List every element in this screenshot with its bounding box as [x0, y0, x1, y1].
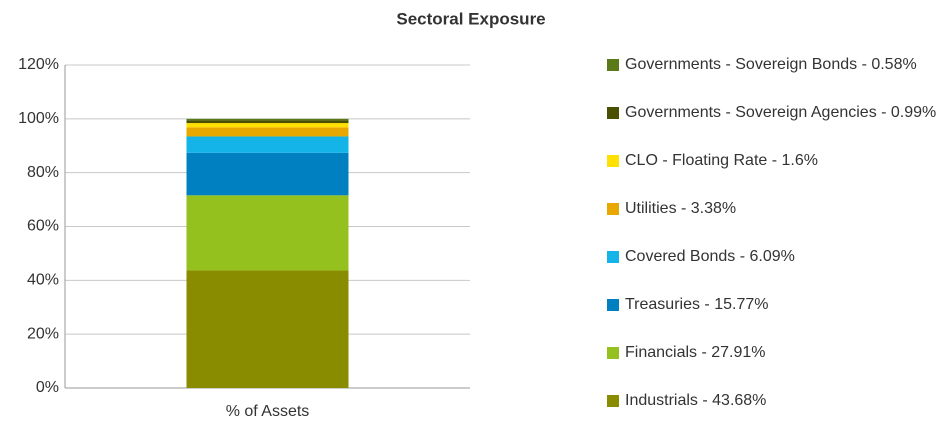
- legend-label: Financials - 27.91%: [625, 344, 766, 361]
- bar-segment: [186, 127, 349, 137]
- legend-item: Utilities - 3.38%: [607, 200, 937, 218]
- bar-segment: [186, 152, 349, 196]
- bar-segment: [186, 123, 349, 128]
- legend-item: CLO - Floating Rate - 1.6%: [607, 152, 937, 170]
- legend-swatch: [607, 59, 619, 71]
- bar-segment: [186, 270, 349, 388]
- legend-label: Utilities - 3.38%: [625, 200, 737, 217]
- legend-swatch: [607, 347, 619, 359]
- legend-item: Financials - 27.91%: [607, 344, 937, 362]
- bar-segment: [186, 136, 349, 153]
- legend-item: Governments - Sovereign Bonds - 0.58%: [607, 56, 937, 74]
- legend-item: Governments - Sovereign Agencies - 0.99%: [607, 104, 937, 122]
- legend-swatch: [607, 251, 619, 263]
- x-tick-label: % of Assets: [226, 403, 310, 420]
- y-tick-label: 80%: [27, 164, 59, 181]
- legend-swatch: [607, 299, 619, 311]
- y-tick-label: 100%: [18, 110, 59, 127]
- legend-swatch: [607, 155, 619, 167]
- y-tick-label: 20%: [27, 325, 59, 342]
- legend-item: Covered Bonds - 6.09%: [607, 248, 937, 266]
- bar-segment: [186, 118, 349, 121]
- legend-label: Treasuries - 15.77%: [625, 296, 769, 313]
- legend-label: CLO - Floating Rate - 1.6%: [625, 152, 818, 169]
- chart-title: Sectoral Exposure: [396, 9, 545, 28]
- legend-swatch: [607, 395, 619, 407]
- y-tick-label: 60%: [27, 218, 59, 235]
- legend-swatch: [607, 203, 619, 215]
- legend-item: Treasuries - 15.77%: [607, 296, 937, 314]
- y-tick-label: 120%: [18, 56, 59, 73]
- legend-item: Industrials - 43.68%: [607, 392, 937, 410]
- legend-label: Governments - Sovereign Agencies - 0.99%: [625, 104, 937, 121]
- y-tick-label: 40%: [27, 272, 59, 289]
- bar-segment: [186, 120, 349, 124]
- legend-label: Covered Bonds - 6.09%: [625, 248, 795, 265]
- bar-segment: [186, 195, 349, 271]
- y-tick-label: 0%: [36, 379, 59, 396]
- legend-label: Governments - Sovereign Bonds - 0.58%: [625, 56, 917, 73]
- legend-swatch: [607, 107, 619, 119]
- legend-label: Industrials - 43.68%: [625, 392, 767, 409]
